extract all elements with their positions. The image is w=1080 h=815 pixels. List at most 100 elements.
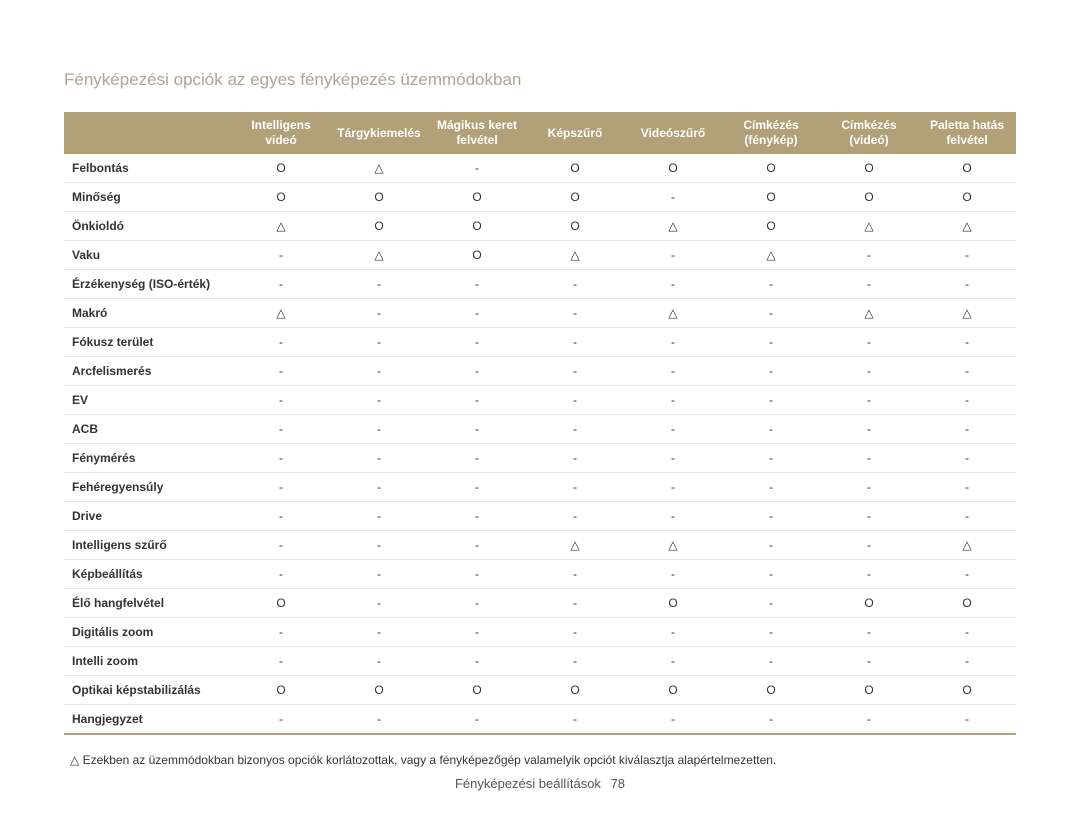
row-label: Minőség <box>64 183 232 212</box>
cell: - <box>918 560 1016 589</box>
dash-icon: - <box>769 452 773 464</box>
circle-icon: O <box>766 191 775 203</box>
triangle-icon: △ <box>962 307 971 319</box>
cell: - <box>722 618 820 647</box>
cell: - <box>722 502 820 531</box>
cell: - <box>918 241 1016 270</box>
row-label: Vaku <box>64 241 232 270</box>
row-label: Makró <box>64 299 232 328</box>
circle-icon: O <box>668 597 677 609</box>
triangle-icon: △ <box>668 539 677 551</box>
cell: O <box>820 676 918 705</box>
dash-icon: - <box>279 713 283 725</box>
circle-icon: O <box>668 162 677 174</box>
dash-icon: - <box>279 510 283 522</box>
cell: - <box>428 444 526 473</box>
table-row: Érzékenység (ISO-érték)-------- <box>64 270 1016 299</box>
triangle-icon: △ <box>766 249 775 261</box>
cell: O <box>918 676 1016 705</box>
row-label: Hangjegyzet <box>64 705 232 735</box>
cell: - <box>526 589 624 618</box>
dash-icon: - <box>377 510 381 522</box>
circle-icon: O <box>472 684 481 696</box>
dash-icon: - <box>671 481 675 493</box>
circle-icon: O <box>276 684 285 696</box>
cell: - <box>428 299 526 328</box>
cell: - <box>918 705 1016 735</box>
dash-icon: - <box>377 597 381 609</box>
cell: O <box>526 154 624 183</box>
cell: - <box>722 560 820 589</box>
dash-icon: - <box>573 278 577 290</box>
dash-icon: - <box>867 510 871 522</box>
dash-icon: - <box>671 394 675 406</box>
dash-icon: - <box>965 481 969 493</box>
cell: O <box>330 676 428 705</box>
page-title: Fényképezési opciók az egyes fényképezés… <box>64 70 1016 90</box>
cell: - <box>232 560 330 589</box>
row-label: Drive <box>64 502 232 531</box>
dash-icon: - <box>769 626 773 638</box>
dash-icon: - <box>671 568 675 580</box>
footnote-text: Ezekben az üzemmódokban bizonyos opciók … <box>83 753 777 767</box>
cell: - <box>232 473 330 502</box>
row-label: Fókusz terület <box>64 328 232 357</box>
cell: - <box>232 647 330 676</box>
cell: △ <box>624 531 722 560</box>
dash-icon: - <box>769 307 773 319</box>
triangle-icon: △ <box>570 539 579 551</box>
cell: △ <box>330 241 428 270</box>
cell: - <box>820 647 918 676</box>
dash-icon: - <box>573 365 577 377</box>
circle-icon: O <box>472 220 481 232</box>
table-row: Élő hangfelvételO---O-OO <box>64 589 1016 618</box>
cell: O <box>918 589 1016 618</box>
row-label: Intelli zoom <box>64 647 232 676</box>
triangle-icon: △ <box>276 220 285 232</box>
cell: - <box>428 328 526 357</box>
dash-icon: - <box>573 655 577 667</box>
col-header: Címkézés (fénykép) <box>722 112 820 154</box>
cell: - <box>624 415 722 444</box>
cell: - <box>918 357 1016 386</box>
col-header: Képszűrő <box>526 112 624 154</box>
dash-icon: - <box>965 249 969 261</box>
cell: - <box>330 705 428 735</box>
cell: - <box>526 560 624 589</box>
table-row: Fénymérés-------- <box>64 444 1016 473</box>
cell: - <box>820 386 918 415</box>
cell: O <box>722 212 820 241</box>
dash-icon: - <box>965 510 969 522</box>
circle-icon: O <box>570 684 579 696</box>
cell: - <box>232 270 330 299</box>
dash-icon: - <box>867 568 871 580</box>
cell: - <box>526 647 624 676</box>
dash-icon: - <box>769 568 773 580</box>
cell: - <box>526 357 624 386</box>
dash-icon: - <box>965 452 969 464</box>
dash-icon: - <box>475 481 479 493</box>
col-header: Címkézés (videó) <box>820 112 918 154</box>
cell: - <box>428 560 526 589</box>
cell: - <box>526 415 624 444</box>
cell: - <box>330 328 428 357</box>
dash-icon: - <box>965 336 969 348</box>
dash-icon: - <box>867 423 871 435</box>
cell: - <box>330 299 428 328</box>
circle-icon: O <box>766 684 775 696</box>
row-label: Arcfelismerés <box>64 357 232 386</box>
cell: - <box>624 270 722 299</box>
dash-icon: - <box>965 568 969 580</box>
cell: - <box>428 415 526 444</box>
cell: - <box>624 183 722 212</box>
cell: - <box>232 444 330 473</box>
cell: O <box>820 589 918 618</box>
dash-icon: - <box>965 655 969 667</box>
dash-icon: - <box>475 626 479 638</box>
cell: - <box>428 270 526 299</box>
cell: △ <box>918 531 1016 560</box>
triangle-icon: △ <box>864 220 873 232</box>
footer-page-number: 78 <box>611 776 625 791</box>
cell: △ <box>526 531 624 560</box>
cell: O <box>526 212 624 241</box>
